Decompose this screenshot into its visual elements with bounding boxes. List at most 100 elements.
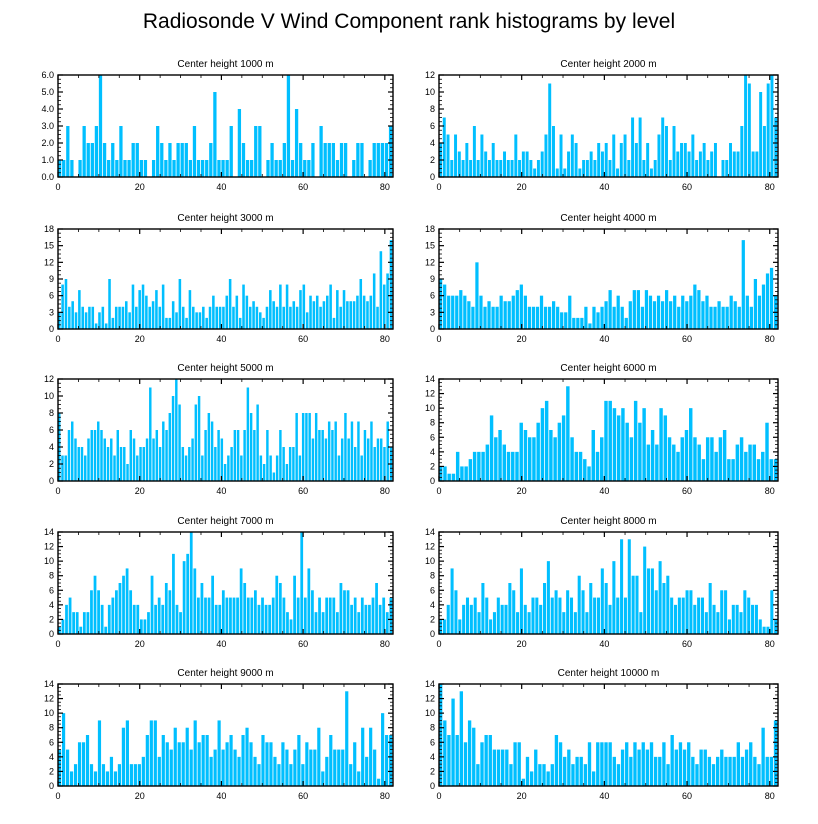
bar (379, 438, 383, 481)
bar (141, 756, 145, 786)
bar (307, 160, 311, 177)
bar (332, 317, 336, 329)
bar (237, 109, 242, 177)
bar (117, 764, 122, 786)
y-tick-label: 6 (49, 425, 54, 435)
bar (269, 290, 272, 329)
x-tick-label: 80 (380, 182, 390, 192)
bar (472, 126, 476, 177)
y-tick-label: 6 (430, 291, 435, 301)
y-tick-label: 0 (430, 781, 435, 791)
y-tick-label: 2 (49, 766, 54, 776)
bar (279, 430, 282, 481)
bar (373, 749, 377, 786)
bar (80, 447, 84, 481)
bar (245, 727, 249, 786)
bar (608, 742, 612, 786)
bar (475, 262, 479, 329)
bar (155, 430, 159, 481)
x-tick-label: 60 (682, 334, 692, 344)
bar (604, 742, 608, 786)
bar (329, 735, 333, 786)
bar (637, 749, 641, 786)
bar (568, 295, 572, 329)
bar (218, 306, 222, 329)
bar (539, 604, 543, 634)
bar (699, 749, 703, 786)
bar (309, 749, 313, 786)
x-tick-label: 60 (298, 182, 308, 192)
bar (340, 438, 344, 481)
bar (265, 742, 269, 786)
bar (702, 143, 706, 177)
bar (194, 404, 198, 481)
bar (158, 306, 162, 329)
bar (501, 749, 505, 786)
bar (652, 301, 657, 329)
bar (585, 160, 589, 177)
bar (735, 444, 740, 481)
bar (443, 466, 447, 481)
y-tick-label: 0.0 (41, 172, 54, 182)
bar (328, 597, 332, 634)
bar (93, 771, 98, 786)
bar (143, 160, 148, 177)
bar (542, 764, 546, 786)
bar (148, 306, 151, 329)
bar (357, 771, 361, 786)
y-tick-label: 8 (49, 723, 54, 733)
bar (290, 160, 295, 177)
bar (318, 430, 321, 481)
bar (131, 143, 135, 177)
bar (311, 590, 314, 634)
bar (523, 295, 527, 329)
bar (192, 126, 197, 177)
bar (314, 612, 318, 634)
bar (765, 273, 770, 329)
bar (757, 764, 761, 786)
bar (215, 306, 218, 329)
bar (724, 756, 728, 786)
bar (455, 735, 459, 786)
bar (660, 301, 665, 329)
bar (293, 575, 296, 634)
bar (512, 590, 516, 634)
bar (574, 451, 579, 481)
bar (574, 143, 578, 177)
bar (359, 279, 363, 329)
bar (627, 160, 631, 177)
bar (205, 160, 209, 177)
bar (662, 742, 666, 786)
bar (556, 306, 560, 329)
bar (205, 317, 208, 329)
x-tick-label: 40 (216, 486, 226, 496)
bar (644, 290, 649, 329)
bar (721, 306, 725, 329)
bar (366, 301, 369, 329)
bar (200, 160, 205, 177)
bar (521, 778, 526, 786)
bar (695, 160, 699, 177)
bar (745, 295, 749, 329)
x-tick-label: 20 (135, 486, 145, 496)
bar (488, 735, 492, 786)
bar (168, 317, 172, 329)
bar (182, 561, 186, 634)
bar (693, 604, 697, 634)
bar (577, 575, 581, 634)
bar (572, 317, 576, 329)
bar (173, 727, 177, 786)
bar (592, 306, 596, 329)
bar (665, 126, 668, 177)
y-tick-label: 10 (425, 708, 435, 718)
bar (314, 413, 318, 481)
bar (629, 756, 633, 786)
bar (728, 756, 732, 786)
bar (212, 295, 215, 329)
y-tick-label: 0 (430, 172, 435, 182)
bar (720, 749, 724, 786)
bar (274, 160, 278, 177)
bar (523, 604, 527, 634)
bar (717, 301, 721, 329)
bar (476, 764, 480, 786)
